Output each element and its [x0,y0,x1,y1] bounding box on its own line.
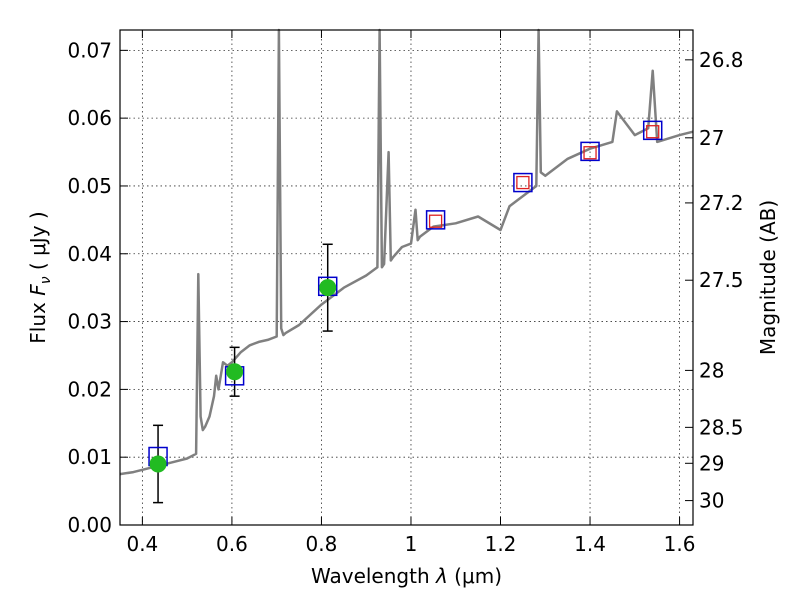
limit-square [516,175,530,190]
y2-tick-label: 30 [699,489,724,513]
y2-axis-label: Magnitude (AB) [756,200,780,355]
x-tick-label: 1.4 [574,532,606,556]
y-tick-label: 0.05 [67,174,112,198]
y-tick-label: 0.02 [67,377,112,401]
x-axis-label: Wavelength λ (μm) [311,564,502,588]
y2-tick-label: 28 [699,358,724,382]
limit-square [583,146,597,160]
plot-frame [119,29,694,526]
x-tick-label: 1.2 [485,532,517,556]
y-tick-label: 0.07 [67,38,112,62]
model-square [580,141,600,162]
y-tick-label: 0.03 [67,310,112,334]
marker-layer [148,120,663,504]
x-tick-label: 0.4 [126,532,158,556]
y-tick-label: 0.00 [67,513,112,537]
model-square [425,210,446,230]
x-tick-label: 1 [405,532,418,556]
model-square [642,120,663,141]
limit-square [646,125,660,139]
ticks: 0.4 0.6 0.8 1 1.2 1.4 1.6 0.00 0.01 0.02 0.03 0.04 0… [67,30,744,556]
spectrum-layer [119,28,694,476]
observed-point [149,455,167,473]
y-tick-label: 0.06 [67,106,112,130]
y2-tick-label: 29 [699,451,724,475]
y-tick-label: 0.04 [67,242,112,266]
limit-square [428,214,443,228]
y2-tick-label: 27 [699,126,724,150]
observed-point [226,363,244,381]
x-tick-label: 1.6 [664,532,696,556]
y2-tick-label: 27.5 [699,268,744,292]
y2-tick-label: 28.5 [699,415,744,439]
spectrum-line [119,28,694,476]
y-tick-label: 0.01 [67,445,112,469]
y-axis-label: Flux Fν ( μJy ) [26,211,54,343]
x-tick-label: 0.8 [306,532,338,556]
y2-tick-label: 26.8 [699,48,744,72]
x-tick-label: 0.6 [216,532,248,556]
observed-point [319,279,337,297]
model-square [513,172,533,193]
grid [120,30,693,526]
y2-tick-label: 27.2 [699,191,744,215]
